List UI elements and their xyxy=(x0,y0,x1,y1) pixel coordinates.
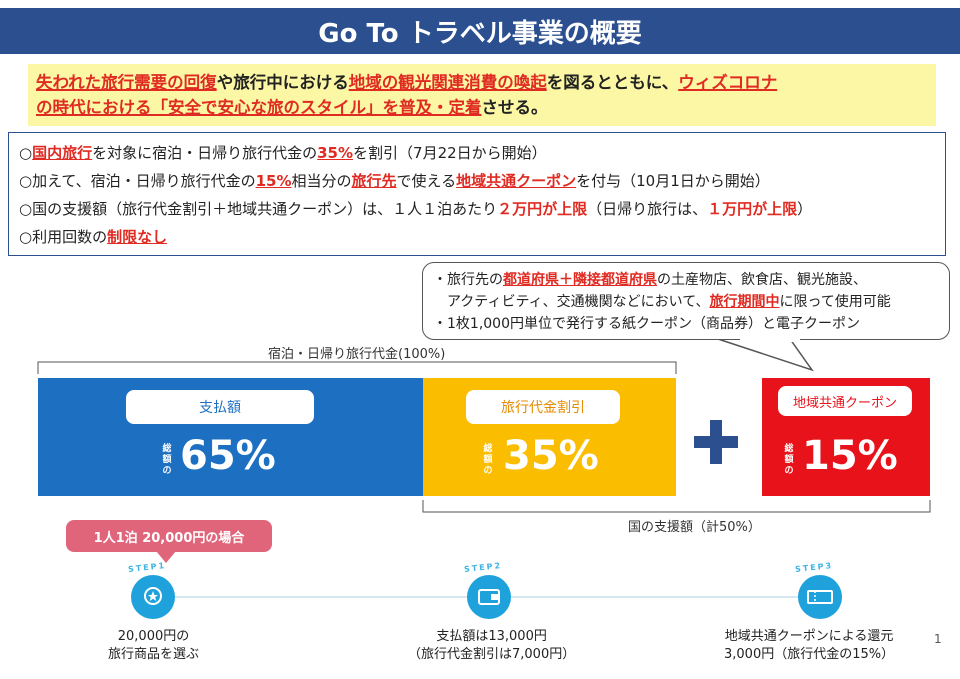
step-caption-line: （旅行代金割引は7,000円） xyxy=(408,647,576,662)
point-text: ○利用回数の xyxy=(19,228,108,246)
callout-text: 旅行期間中 xyxy=(709,294,780,310)
point-row: ○国内旅行を対象に宿泊・日帰り旅行代金の35%を割引（7月22日から開始） xyxy=(19,139,935,167)
callout-tail-mask xyxy=(740,338,800,342)
bar-pill: 地域共通クーポン xyxy=(778,386,912,416)
point-text: 相当分の xyxy=(291,172,352,190)
point-text: を付与（10月1日から開始） xyxy=(576,172,770,190)
step3-circle xyxy=(798,575,842,619)
callout-text: 都道府県＋隣接都道府県 xyxy=(503,272,657,288)
step-caption-line: 地域共通クーポンによる還元 xyxy=(724,629,894,644)
bar-percent: 15% xyxy=(802,433,898,479)
point-text: ○ xyxy=(19,144,33,162)
lead-segment: の時代における「安全で安心な旅のスタイル」を普及・定着 xyxy=(36,98,482,117)
callout-line: ・旅行先の都道府県＋隣接都道府県の土産物店、飲食店、観光施設、 xyxy=(433,269,939,291)
lead-segment: や旅行中における xyxy=(216,73,349,92)
point-text: ２万円が上限 xyxy=(497,200,588,218)
step-caption: 20,000円の 旅行商品を選ぶ xyxy=(108,628,199,664)
step1-circle xyxy=(131,575,175,619)
bar-coupon: 地域共通クーポン 総額の 15% xyxy=(762,378,930,496)
coupon-callout: ・旅行先の都道府県＋隣接都道府県の土産物店、飲食店、観光施設、 アクティビティ、… xyxy=(422,262,950,340)
example-label: 1人1泊 20,000円の場合 xyxy=(66,520,272,552)
point-text: ○国の支援額（旅行代金割引＋地域共通クーポン）は、１人１泊あたり xyxy=(19,200,498,218)
step-caption-line: 20,000円の xyxy=(117,629,190,644)
callout-line: ・1枚1,000円単位で発行する紙クーポン（商品券）と電子クーポン xyxy=(433,316,860,332)
coupon-icon xyxy=(807,590,833,604)
callout-text: アクティビティ、交通機関などにおいて、 xyxy=(447,294,710,310)
callout-text: に限って使用可能 xyxy=(779,294,891,310)
lead-segment: 失われた旅行需要の回復 xyxy=(36,73,217,92)
bar-pill: 支払額 xyxy=(126,390,314,424)
point-row: ○国の支援額（旅行代金割引＋地域共通クーポン）は、１人１泊あたり２万円が上限（日… xyxy=(19,195,935,223)
callout-text: の土産物店、飲食店、観光施設、 xyxy=(657,272,867,288)
step-tag: STEP3 xyxy=(794,561,834,574)
example-pointer xyxy=(156,551,176,563)
point-text: ） xyxy=(797,200,813,218)
point-text: 旅行先 xyxy=(351,172,397,190)
point-text: で使える xyxy=(396,172,457,190)
step2-circle xyxy=(467,575,511,619)
page-title: Go To トラベル事業の概要 xyxy=(0,8,960,54)
point-text: 35% xyxy=(317,144,354,162)
point-text: を対象に宿泊・日帰り旅行代金の xyxy=(92,144,318,162)
callout-text: ・旅行先の xyxy=(433,272,503,288)
step-caption-line: 3,000円（旅行代金の15%） xyxy=(724,647,895,662)
point-text: 制限なし xyxy=(107,228,168,246)
badge-icon xyxy=(144,587,162,605)
lead-segment: 地域の観光関連消費の喚起 xyxy=(348,73,547,92)
step-caption-line: 支払額は13,000円 xyxy=(436,629,547,644)
point-row: ○利用回数の制限なし xyxy=(19,223,935,251)
support-bracket-label: 国の支援額（計50%） xyxy=(628,520,761,535)
bar-prefix: 総額の xyxy=(784,444,794,476)
point-text: （日帰り旅行は、 xyxy=(587,200,708,218)
point-text: １万円が上限 xyxy=(707,200,798,218)
page-number: 1 xyxy=(934,632,942,646)
lead-segment: させる。 xyxy=(481,98,548,117)
step-caption-line: 旅行商品を選ぶ xyxy=(108,647,200,662)
plus-icon xyxy=(694,420,738,464)
step-caption: 地域共通クーポンによる還元 3,000円（旅行代金の15%） xyxy=(724,628,894,664)
callout-line: アクティビティ、交通機関などにおいて、旅行期間中に限って使用可能 xyxy=(433,291,939,313)
bar-discount: 旅行代金割引 総額の 35% xyxy=(423,378,676,496)
bar-prefix: 総額の xyxy=(483,444,493,476)
step-tag: STEP2 xyxy=(463,561,503,574)
wallet-icon xyxy=(478,589,500,605)
lead-segment: を図るとともに、 xyxy=(546,73,679,92)
lead-summary: 失われた旅行需要の回復や旅行中における地域の観光関連消費の喚起を図るとともに、ウ… xyxy=(28,64,936,126)
lead-segment: ウィズコロナ xyxy=(678,73,778,92)
total-bracket-label: 宿泊・日帰り旅行代金(100%) xyxy=(268,347,446,362)
point-text: を割引（7月22日から開始） xyxy=(353,144,547,162)
bar-pill: 旅行代金割引 xyxy=(466,390,620,424)
step-caption: 支払額は13,000円 （旅行代金割引は7,000円） xyxy=(408,628,575,664)
bar-percent: 65% xyxy=(180,433,276,479)
point-text: 国内旅行 xyxy=(32,144,93,162)
point-text: ○加えて、宿泊・日帰り旅行代金の xyxy=(19,172,256,190)
point-row: ○加えて、宿泊・日帰り旅行代金の15%相当分の旅行先で使える地域共通クーポンを付… xyxy=(19,167,935,195)
bar-payment: 支払額 総額の 65% xyxy=(38,378,423,496)
key-points-box: ○国内旅行を対象に宿泊・日帰り旅行代金の35%を割引（7月22日から開始） ○加… xyxy=(8,132,946,256)
step-tag: STEP1 xyxy=(127,561,167,574)
point-text: 地域共通クーポン xyxy=(456,172,577,190)
bar-prefix: 総額の xyxy=(162,444,172,476)
bar-percent: 35% xyxy=(503,433,599,479)
point-text: 15% xyxy=(255,172,292,190)
